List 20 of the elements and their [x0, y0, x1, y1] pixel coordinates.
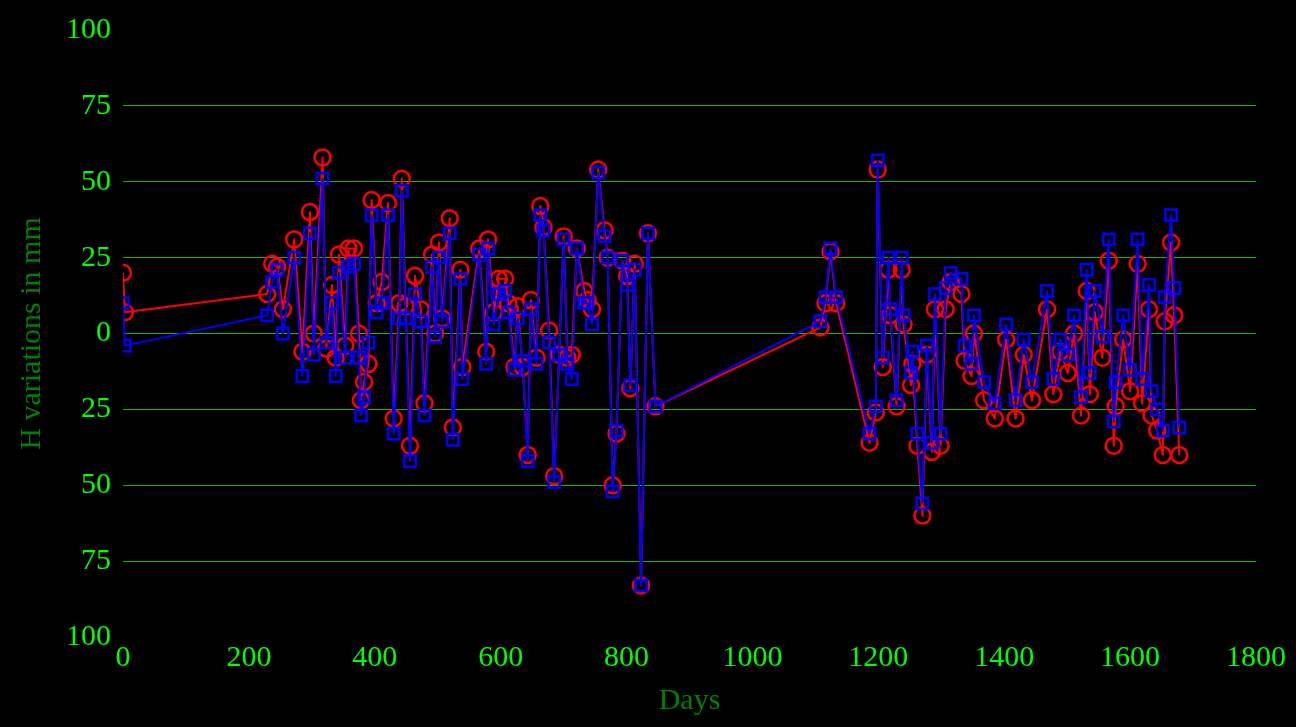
- y-tick-label: 50: [81, 466, 111, 500]
- y-tick-label: 25: [81, 238, 111, 272]
- y-tick-label: 100: [66, 10, 111, 44]
- x-tick-label: 1400: [974, 638, 1035, 672]
- y-tick-label: 75: [81, 86, 111, 120]
- x-tick-label: 1800: [1226, 638, 1286, 672]
- y-tick-label: 25: [81, 390, 111, 424]
- y-axis-title: H variations in mm: [12, 217, 46, 450]
- x-tick-label: 600: [478, 638, 524, 672]
- x-tick-label: 400: [352, 638, 398, 672]
- x-tick-label: 800: [604, 638, 650, 672]
- y-tick-label: 100: [66, 617, 111, 651]
- y-tick-label: 0: [96, 314, 111, 348]
- x-axis-title: Days: [658, 681, 721, 715]
- y-tick-label: 75: [81, 542, 111, 575]
- x-tick-label: 1000: [722, 638, 783, 672]
- x-tick-label: 1200: [848, 638, 909, 672]
- x-tick-label: 1600: [1100, 638, 1161, 672]
- x-tick-label: 200: [226, 638, 272, 672]
- y-tick-label: 50: [81, 162, 111, 196]
